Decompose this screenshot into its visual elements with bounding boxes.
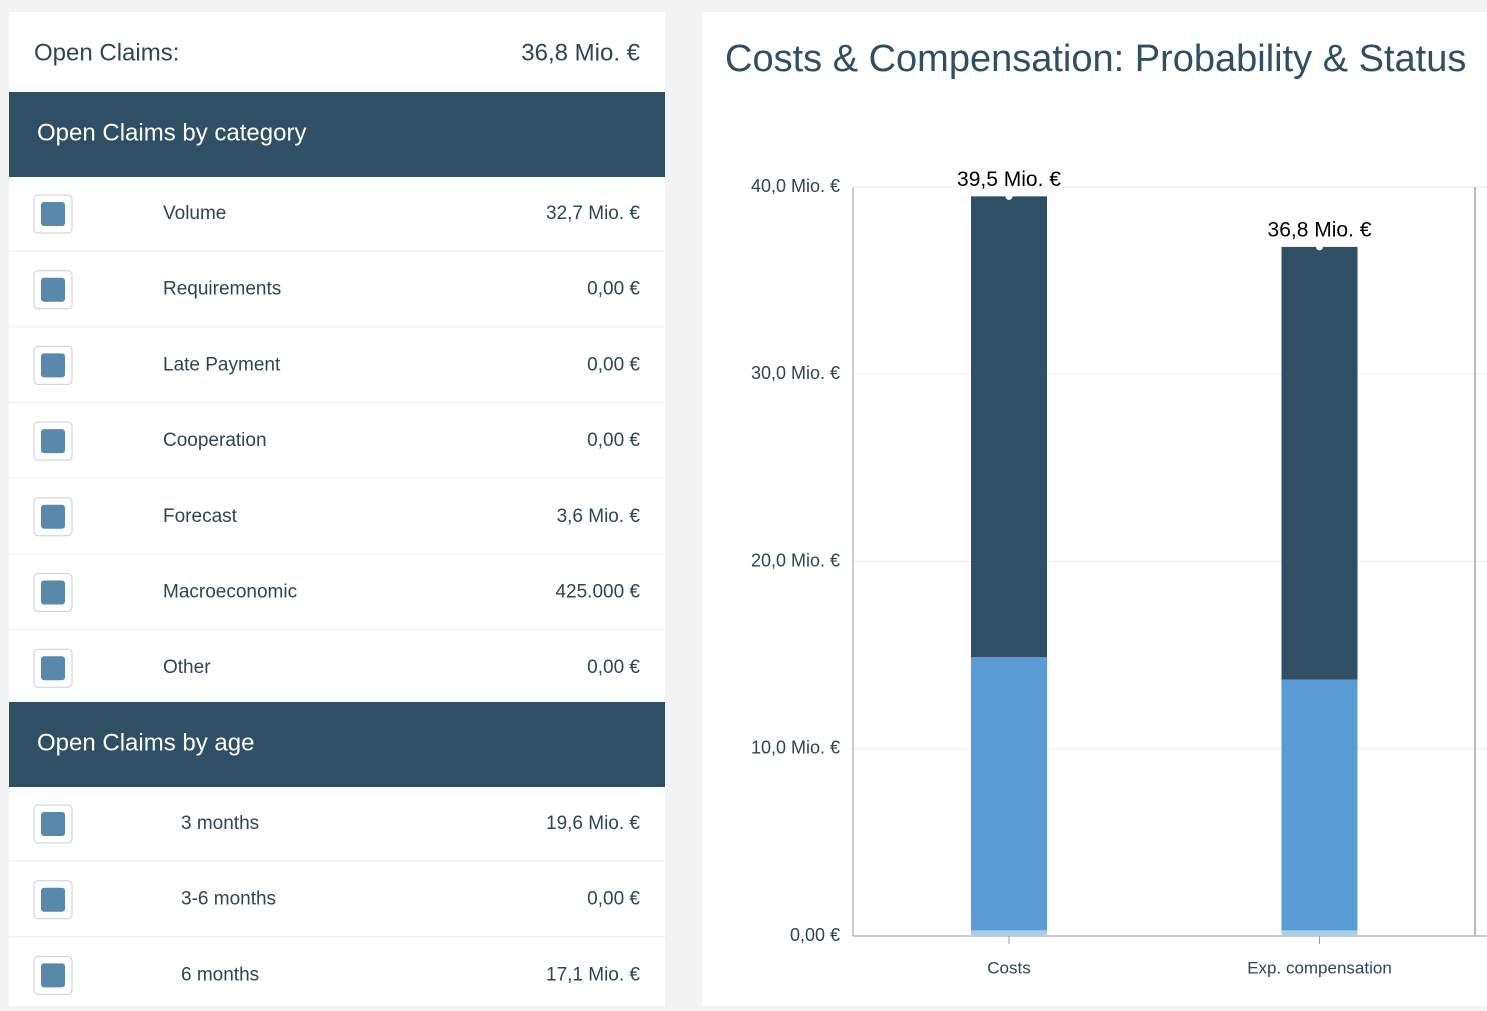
section-header bbox=[9, 92, 665, 177]
row-icon-glyph bbox=[41, 202, 65, 226]
bar-segment bbox=[1281, 679, 1358, 931]
row-value: 0,00 € bbox=[587, 354, 640, 375]
bar-segment bbox=[971, 656, 1047, 931]
row-icon-glyph bbox=[41, 656, 65, 681]
chart-title: Costs & Compensation: Probability & Stat… bbox=[725, 38, 1466, 80]
row-icon-glyph bbox=[41, 963, 65, 988]
y-tick-label: 40,0 Mio. € bbox=[751, 176, 840, 196]
row-value: 0,00 € bbox=[587, 889, 640, 910]
row-label: 3 months bbox=[181, 813, 259, 834]
row-label: Cooperation bbox=[163, 430, 267, 451]
y-tick-label: 20,0 Mio. € bbox=[751, 550, 840, 570]
total-marker bbox=[1005, 192, 1013, 200]
row-icon-glyph bbox=[41, 353, 65, 378]
row-icon-glyph bbox=[41, 504, 65, 529]
row-label: 6 months bbox=[181, 964, 259, 985]
total-label: 36,8 Mio. € bbox=[1268, 218, 1372, 241]
row-icon-glyph bbox=[41, 429, 65, 454]
bar-segment bbox=[971, 930, 1047, 936]
row-label: Other bbox=[163, 657, 211, 678]
y-tick-label: 0,00 € bbox=[790, 925, 840, 945]
row-value: 0,00 € bbox=[587, 657, 640, 678]
row-value: 19,6 Mio. € bbox=[546, 813, 640, 834]
row-icon-glyph bbox=[41, 580, 65, 605]
section-title: Open Claims by age bbox=[37, 729, 254, 756]
row-label: Volume bbox=[163, 203, 226, 224]
row-value: 0,00 € bbox=[587, 430, 640, 451]
chart-panel bbox=[702, 12, 1487, 1006]
bar-segment bbox=[1281, 930, 1358, 936]
row-icon-glyph bbox=[41, 887, 65, 912]
summary-value: 36,8 Mio. € bbox=[521, 39, 640, 66]
section-header bbox=[9, 702, 665, 787]
row-value: 17,1 Mio. € bbox=[546, 964, 640, 985]
row-icon-glyph bbox=[41, 277, 65, 302]
row-icon-glyph bbox=[41, 812, 65, 836]
row-value: 3,6 Mio. € bbox=[557, 506, 641, 527]
row-label: Requirements bbox=[163, 279, 281, 300]
bar-segment bbox=[1281, 246, 1358, 680]
total-label: 39,5 Mio. € bbox=[957, 168, 1061, 191]
x-tick-label: Exp. compensation bbox=[1247, 958, 1392, 977]
row-value: 0,00 € bbox=[587, 279, 640, 300]
row-value: 425.000 € bbox=[555, 582, 640, 603]
y-tick-label: 30,0 Mio. € bbox=[751, 363, 840, 383]
total-marker bbox=[1316, 243, 1323, 251]
claims-panel bbox=[9, 12, 665, 1006]
row-label: 3-6 months bbox=[181, 889, 276, 910]
row-label: Late Payment bbox=[163, 354, 281, 375]
bar-segment bbox=[971, 196, 1047, 657]
row-value: 32,7 Mio. € bbox=[546, 203, 640, 224]
row-label: Forecast bbox=[163, 506, 238, 527]
summary-label: Open Claims: bbox=[34, 39, 179, 66]
row-label: Macroeconomic bbox=[163, 582, 297, 603]
x-tick-label: Costs bbox=[987, 958, 1030, 977]
section-title: Open Claims by category bbox=[37, 119, 306, 146]
y-tick-label: 10,0 Mio. € bbox=[751, 738, 840, 758]
